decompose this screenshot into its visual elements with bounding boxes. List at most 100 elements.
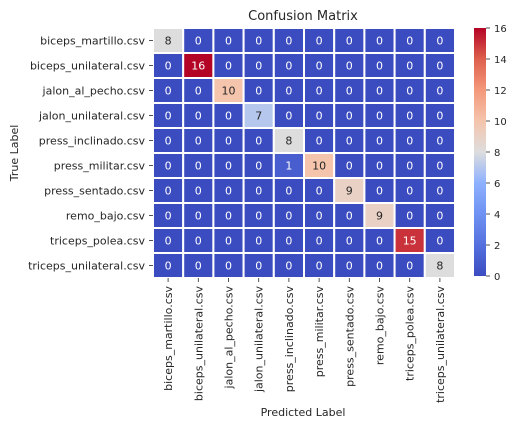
heatmap-cell-value: 0 bbox=[436, 35, 443, 48]
heatmap-cell-value: 0 bbox=[165, 260, 172, 273]
colorbar-tick-label: 12 bbox=[494, 86, 507, 97]
heatmap-cell-value: 0 bbox=[165, 135, 172, 148]
heatmap-cell-value: 0 bbox=[346, 210, 353, 223]
x-axis-tick-labels: biceps_martillo.csv biceps_unilateral.csv… bbox=[162, 278, 447, 403]
heatmap-cell-value: 0 bbox=[376, 110, 383, 123]
colorbar-tick-label: 2 bbox=[494, 241, 500, 252]
heatmap-cell-value: 10 bbox=[222, 85, 236, 98]
heatmap-cell-value: 0 bbox=[376, 260, 383, 273]
heatmap-cell-value: 0 bbox=[436, 160, 443, 173]
heatmap-cell-value: 0 bbox=[376, 235, 383, 248]
heatmap-cell bbox=[393, 52, 426, 79]
x-axis-tick-label: triceps_polea.csv bbox=[404, 286, 417, 381]
heatmap-cell-value: 0 bbox=[316, 85, 323, 98]
heatmap-cell-value: 0 bbox=[436, 85, 443, 98]
heatmap-cell-value: 8 bbox=[285, 135, 292, 148]
heatmap-cell bbox=[423, 227, 456, 254]
y-axis-tick-label: triceps_unilateral.csv bbox=[28, 260, 145, 273]
heatmap-cell-value: 0 bbox=[225, 60, 232, 73]
heatmap-cell bbox=[423, 27, 456, 54]
heatmap-cell-value: 0 bbox=[255, 135, 262, 148]
heatmap-cell-value: 0 bbox=[316, 110, 323, 123]
colorbar bbox=[474, 28, 486, 276]
heatmap-cell bbox=[303, 102, 336, 129]
heatmap-cell-value: 0 bbox=[346, 160, 353, 173]
heatmap-cell-value: 0 bbox=[346, 60, 353, 73]
heatmap-cell-value: 0 bbox=[195, 135, 202, 148]
heatmap-cell-value: 0 bbox=[165, 235, 172, 248]
heatmap-cell-value: 0 bbox=[436, 110, 443, 123]
heatmap-cell-value: 0 bbox=[376, 135, 383, 148]
x-axis-tick-label: jalon_unilateral.csv bbox=[253, 286, 266, 394]
heatmap-cell-value: 0 bbox=[225, 185, 232, 198]
heatmap-cell-value: 0 bbox=[285, 35, 292, 48]
heatmap-cell-value: 0 bbox=[316, 185, 323, 198]
heatmap-cell-value: 0 bbox=[225, 35, 232, 48]
heatmap-cell-value: 0 bbox=[316, 260, 323, 273]
heatmap-cell bbox=[242, 152, 275, 179]
colorbar-tick-labels: 0 2 4 6 8 10 12 14 16 bbox=[486, 24, 507, 283]
colorbar-tick-label: 4 bbox=[494, 210, 500, 221]
heatmap-cell-value: 0 bbox=[195, 110, 202, 123]
heatmap-cell bbox=[333, 77, 366, 104]
heatmap-cell-value: 0 bbox=[255, 260, 262, 273]
heatmap-cell-value: 0 bbox=[195, 210, 202, 223]
heatmap-cell bbox=[303, 252, 336, 279]
heatmap-cell-value: 0 bbox=[195, 35, 202, 48]
heatmap-cell-value: 0 bbox=[316, 35, 323, 48]
y-axis-tick-label: press_militar.csv bbox=[54, 160, 146, 173]
heatmap-cell-value: 0 bbox=[225, 260, 232, 273]
heatmap-cell-value: 0 bbox=[376, 35, 383, 48]
heatmap-cell-value: 0 bbox=[376, 85, 383, 98]
y-axis-tick-label: press_inclinado.csv bbox=[39, 135, 146, 148]
heatmap-cell-value: 1 bbox=[285, 160, 292, 173]
heatmap-cell-value: 0 bbox=[195, 160, 202, 173]
y-axis-tick-label: jalon_unilateral.csv bbox=[38, 110, 146, 123]
heatmap-cell bbox=[152, 177, 185, 204]
chart-title: Confusion Matrix bbox=[248, 9, 358, 24]
heatmap-cell-value: 0 bbox=[436, 60, 443, 73]
heatmap-cell-value: 0 bbox=[285, 260, 292, 273]
heatmap-cell-value: 8 bbox=[165, 35, 172, 48]
heatmap-cell bbox=[363, 27, 396, 54]
heatmap-cell-value: 0 bbox=[316, 60, 323, 73]
colorbar-tick-label: 10 bbox=[494, 117, 507, 128]
x-axis-label: Predicted Label bbox=[261, 406, 346, 419]
y-axis-tick-labels: biceps_martillo.csv biceps_unilateral.csv… bbox=[28, 35, 153, 273]
heatmap-cell-value: 15 bbox=[403, 235, 417, 248]
heatmap-cell-value: 0 bbox=[195, 85, 202, 98]
heatmap-cell-value: 0 bbox=[406, 60, 413, 73]
heatmap-cell-value: 0 bbox=[436, 210, 443, 223]
heatmap-cell-value: 7 bbox=[255, 110, 262, 123]
heatmap-cell-value: 0 bbox=[195, 260, 202, 273]
heatmap-cell-value: 0 bbox=[255, 85, 262, 98]
heatmap-cell-value: 0 bbox=[165, 210, 172, 223]
heatmap-cell-value: 0 bbox=[406, 210, 413, 223]
heatmap-cell-value: 0 bbox=[316, 210, 323, 223]
heatmap-cell-value: 0 bbox=[436, 135, 443, 148]
heatmap-cell bbox=[393, 227, 426, 254]
colorbar-tick-label: 8 bbox=[494, 148, 500, 159]
heatmap-cell-value: 0 bbox=[436, 235, 443, 248]
heatmap-cell-value: 0 bbox=[346, 260, 353, 273]
heatmap-cell-value: 0 bbox=[406, 185, 413, 198]
heatmap-cell bbox=[303, 127, 336, 154]
heatmap-cell bbox=[423, 202, 456, 229]
heatmap-cell bbox=[182, 202, 215, 229]
x-axis-tick-label: press_inclinado.csv bbox=[283, 286, 296, 393]
colorbar-tick-label: 16 bbox=[494, 24, 507, 35]
heatmap-cell-value: 0 bbox=[285, 60, 292, 73]
heatmap-cell bbox=[423, 127, 456, 154]
heatmap-cell-value: 0 bbox=[285, 235, 292, 248]
colorbar-tick-label: 6 bbox=[494, 179, 500, 190]
heatmap-cell bbox=[393, 177, 426, 204]
heatmap-cell-value: 0 bbox=[376, 60, 383, 73]
y-axis-label: True Label bbox=[8, 125, 21, 183]
heatmap-cell-value: 0 bbox=[285, 210, 292, 223]
heatmap-cell-value: 0 bbox=[225, 235, 232, 248]
heatmap-cell bbox=[363, 177, 396, 204]
heatmap-cell bbox=[212, 77, 245, 104]
heatmap-cell-value: 8 bbox=[436, 260, 443, 273]
heatmap-cell bbox=[303, 177, 336, 204]
